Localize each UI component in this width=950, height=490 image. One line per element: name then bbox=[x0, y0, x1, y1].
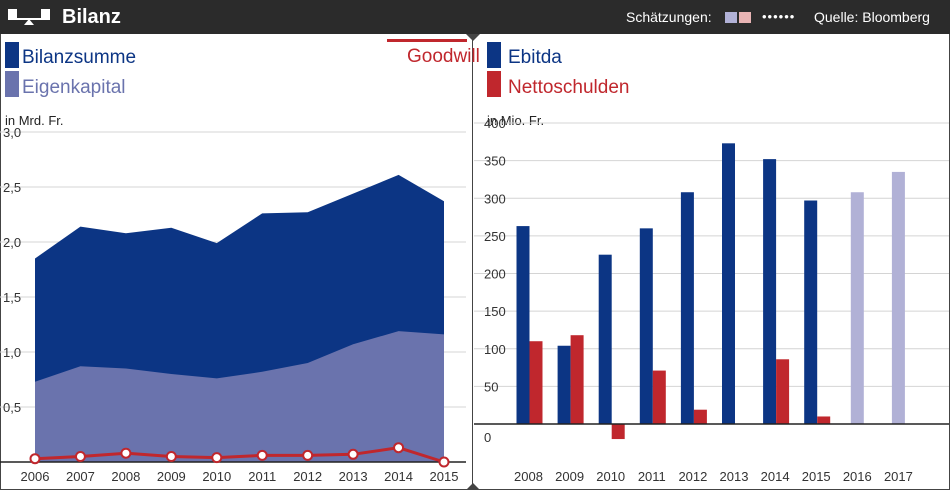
nettoschulden-bar bbox=[817, 416, 831, 424]
right-y-tick-label: 100 bbox=[484, 342, 506, 357]
ebitda-bar bbox=[722, 143, 735, 424]
divider-notch-bottom bbox=[466, 483, 480, 490]
goodwill-point bbox=[393, 442, 405, 454]
ebitda-bar bbox=[557, 345, 571, 424]
goodwill-point bbox=[256, 449, 268, 461]
right-y-tick-label: 300 bbox=[484, 191, 506, 206]
ebitda-bar bbox=[639, 228, 653, 424]
goodwill-line bbox=[34, 446, 445, 464]
ebitda-bar bbox=[891, 171, 905, 424]
right-x-tick-label: 2009 bbox=[555, 469, 584, 484]
goodwill-point bbox=[302, 449, 314, 461]
legend-line-goodwill bbox=[387, 39, 467, 42]
goodwill-point bbox=[29, 453, 41, 465]
goodwill-point bbox=[438, 456, 450, 468]
nettoschulden-bar bbox=[611, 424, 625, 440]
ebitda-bar bbox=[516, 226, 530, 424]
left-y-tick-label: 1,5 bbox=[3, 290, 21, 305]
goodwill-point bbox=[211, 452, 223, 464]
right-y-tick-label: 350 bbox=[484, 154, 506, 169]
left-x-tick-label: 2010 bbox=[202, 469, 231, 484]
nettoschulden-bar bbox=[693, 409, 707, 424]
right-x-tick-label: 2012 bbox=[678, 469, 707, 484]
nettoschulden-bar bbox=[652, 370, 666, 424]
estimate-swatch-blue bbox=[725, 12, 737, 23]
goodwill-point bbox=[347, 448, 359, 460]
legend-label-ebitda: Ebitda bbox=[508, 47, 562, 68]
panel-divider bbox=[472, 34, 473, 490]
left-x-tick-label: 2014 bbox=[384, 469, 413, 484]
divider-notch-top bbox=[466, 34, 480, 41]
right-unit-label: in Mio. Fr. bbox=[487, 113, 545, 128]
goodwill-point bbox=[120, 447, 132, 459]
source-label: Quelle: Bloomberg bbox=[814, 9, 930, 25]
left-y-tick-label: 0,5 bbox=[3, 400, 21, 415]
right-x-tick-label: 2017 bbox=[884, 469, 913, 484]
estimate-swatch-red bbox=[739, 12, 751, 23]
ebitda-bar bbox=[763, 159, 777, 424]
page-title: Bilanz bbox=[62, 6, 121, 28]
left-x-tick-label: 2006 bbox=[21, 469, 50, 484]
nettoschulden-bar bbox=[529, 341, 543, 424]
nettoschulden-bar bbox=[776, 359, 790, 424]
nettoschulden-bar bbox=[570, 335, 584, 424]
legend-label-goodwill: Goodwill bbox=[407, 46, 480, 67]
right-x-tick-label: 2011 bbox=[638, 469, 666, 484]
estimates-label: Schätzungen: bbox=[626, 9, 712, 25]
legend-swatch-ebitda bbox=[487, 42, 501, 68]
legend-label-eigenkapital: Eigenkapital bbox=[22, 77, 126, 98]
legend-swatch-eigenkapital bbox=[5, 71, 19, 97]
legend-label-bilanzsumme: Bilanzsumme bbox=[22, 47, 137, 68]
left-unit-label: in Mrd. Fr. bbox=[5, 113, 64, 128]
right-y-tick-label: 50 bbox=[484, 379, 498, 394]
right-y-tick-label: 400 bbox=[484, 116, 506, 131]
left-x-tick-label: 2009 bbox=[157, 469, 186, 484]
right-y-tick-label: 250 bbox=[484, 229, 506, 244]
left-x-tick-label: 2013 bbox=[339, 469, 368, 484]
left-y-tick-label: 2,5 bbox=[3, 180, 21, 195]
left-x-tick-label: 2011 bbox=[248, 469, 276, 484]
goodwill-point bbox=[165, 451, 177, 462]
left-y-tick-label: 3,0 bbox=[3, 125, 21, 140]
right-x-tick-label: 2008 bbox=[514, 469, 543, 484]
right-y-tick-label: 200 bbox=[484, 267, 506, 282]
left-x-tick-label: 2008 bbox=[111, 469, 140, 484]
eigenkapital-area bbox=[35, 331, 444, 462]
balance-icon bbox=[8, 9, 50, 25]
right-x-tick-label: 2010 bbox=[596, 469, 625, 484]
left-y-tick-label: 1,0 bbox=[3, 345, 21, 360]
ebitda-bar bbox=[804, 200, 818, 424]
goodwill-point bbox=[74, 451, 86, 462]
ebitda-bar bbox=[680, 192, 694, 424]
right-y-tick-label: 0 bbox=[484, 430, 491, 445]
legend-swatch-bilanzsumme bbox=[5, 42, 19, 68]
right-x-tick-label: 2014 bbox=[761, 469, 790, 484]
left-x-tick-label: 2012 bbox=[293, 469, 322, 484]
right-x-tick-label: 2016 bbox=[843, 469, 872, 484]
ebitda-bar bbox=[850, 192, 864, 424]
legend-swatch-nettoschulden bbox=[487, 71, 501, 97]
ebitda-bar bbox=[598, 254, 612, 424]
legend-label-nettoschulden: Nettoschulden bbox=[508, 77, 630, 98]
right-y-tick-label: 150 bbox=[484, 304, 506, 319]
right-x-tick-label: 2015 bbox=[802, 469, 831, 484]
right-x-tick-label: 2013 bbox=[720, 469, 749, 484]
left-x-tick-label: 2007 bbox=[66, 469, 95, 484]
estimate-dots: •••••• bbox=[762, 9, 796, 24]
left-x-tick-label: 2015 bbox=[430, 469, 459, 484]
header-bar: Bilanz Schätzungen: •••••• Quelle: Bloom… bbox=[0, 0, 950, 34]
left-y-tick-label: 2,0 bbox=[3, 235, 21, 250]
